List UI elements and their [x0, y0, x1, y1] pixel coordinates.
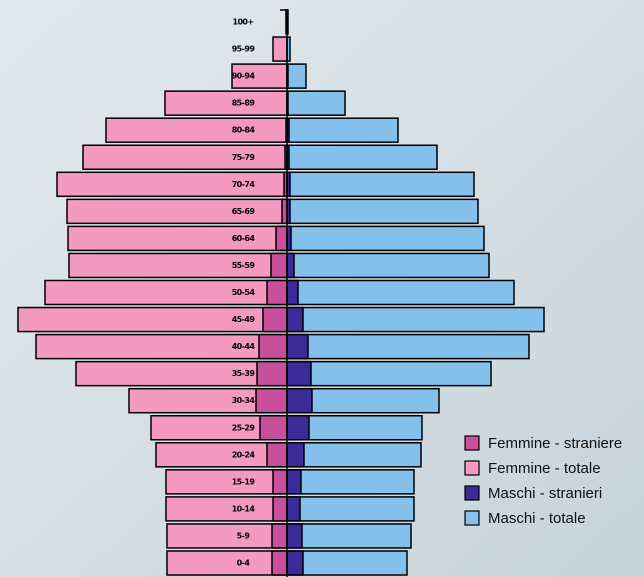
age-label: 5-9 — [237, 531, 251, 540]
bar — [286, 333, 309, 360]
legend-swatch — [464, 435, 480, 451]
bar — [68, 252, 288, 279]
bar — [56, 171, 288, 198]
bar — [270, 252, 288, 279]
bar — [286, 550, 408, 576]
bar — [165, 496, 288, 522]
bar — [82, 144, 288, 170]
age-label: 40-44 — [232, 342, 256, 351]
bar — [66, 198, 288, 225]
bar — [166, 550, 288, 576]
bar — [35, 333, 288, 360]
bar — [286, 171, 475, 198]
bar — [259, 415, 288, 441]
legend-label: Maschi - stranieri — [488, 485, 602, 502]
age-label: 50-54 — [232, 288, 256, 297]
bar — [286, 144, 438, 170]
age-label: 10-14 — [232, 504, 256, 513]
bar — [286, 469, 302, 495]
bar — [272, 36, 288, 62]
age-label: 60-64 — [232, 234, 256, 243]
age-label: 70-74 — [232, 180, 256, 189]
bar — [17, 306, 288, 333]
legend-label: Maschi - totale — [488, 510, 586, 527]
age-label: 45-49 — [232, 315, 256, 324]
bar — [286, 279, 515, 306]
bar — [286, 387, 313, 414]
bar — [286, 306, 545, 333]
bar — [286, 252, 490, 279]
bar — [286, 333, 530, 360]
age-label: 100+ — [232, 18, 253, 27]
bar — [266, 442, 288, 468]
bar — [286, 225, 485, 252]
bar — [275, 225, 288, 252]
bar — [286, 550, 304, 576]
bar — [286, 496, 301, 522]
age-label: 20-24 — [232, 450, 256, 459]
bar — [286, 252, 295, 279]
age-label: 35-39 — [232, 369, 256, 378]
bar — [286, 63, 307, 89]
age-label: 0-4 — [237, 559, 251, 568]
bar — [166, 523, 288, 549]
bar — [286, 360, 312, 387]
bar — [272, 469, 288, 495]
bar — [105, 117, 288, 143]
bar — [286, 442, 305, 468]
age-label: 15-19 — [232, 477, 256, 486]
bar — [164, 90, 288, 116]
bar — [75, 360, 288, 387]
bar — [266, 279, 288, 306]
legend-swatch — [464, 485, 480, 501]
bar — [256, 360, 288, 387]
legend-swatch — [464, 510, 480, 526]
bar — [286, 360, 492, 387]
bar — [286, 523, 303, 549]
bar — [262, 306, 288, 333]
bars: 100+ 95-99 90-94 85-89 80-84 75-79 70-74 65-69 6… — [17, 9, 545, 576]
bar — [255, 387, 288, 414]
legend-label: Femmine - straniere — [488, 435, 622, 452]
bar — [286, 117, 399, 143]
bar — [67, 225, 288, 252]
bar — [155, 442, 288, 468]
legend: Femmine - straniere Femmine - totale Masch… — [464, 435, 622, 527]
age-label: 95-99 — [232, 45, 256, 54]
bar — [271, 550, 288, 576]
bar — [165, 469, 288, 495]
legend-swatch — [464, 460, 480, 476]
age-label: 30-34 — [232, 396, 256, 405]
bar — [286, 306, 304, 333]
age-label: 75-79 — [232, 153, 256, 162]
bar — [272, 496, 288, 522]
bar — [271, 523, 288, 549]
age-label: 25-29 — [232, 423, 256, 432]
bar — [286, 442, 422, 468]
bar — [286, 415, 310, 441]
age-label: 85-89 — [232, 99, 256, 108]
bar — [286, 469, 415, 495]
bar — [258, 333, 288, 360]
age-label: 55-59 — [232, 261, 256, 270]
bar — [286, 90, 346, 116]
bar — [286, 523, 412, 549]
bar — [286, 496, 415, 522]
age-label: 80-84 — [232, 126, 256, 135]
bar — [286, 198, 479, 225]
age-label: 90-94 — [232, 72, 256, 81]
legend-label: Femmine - totale — [488, 460, 601, 477]
age-label: 65-69 — [232, 207, 256, 216]
bar — [286, 279, 299, 306]
